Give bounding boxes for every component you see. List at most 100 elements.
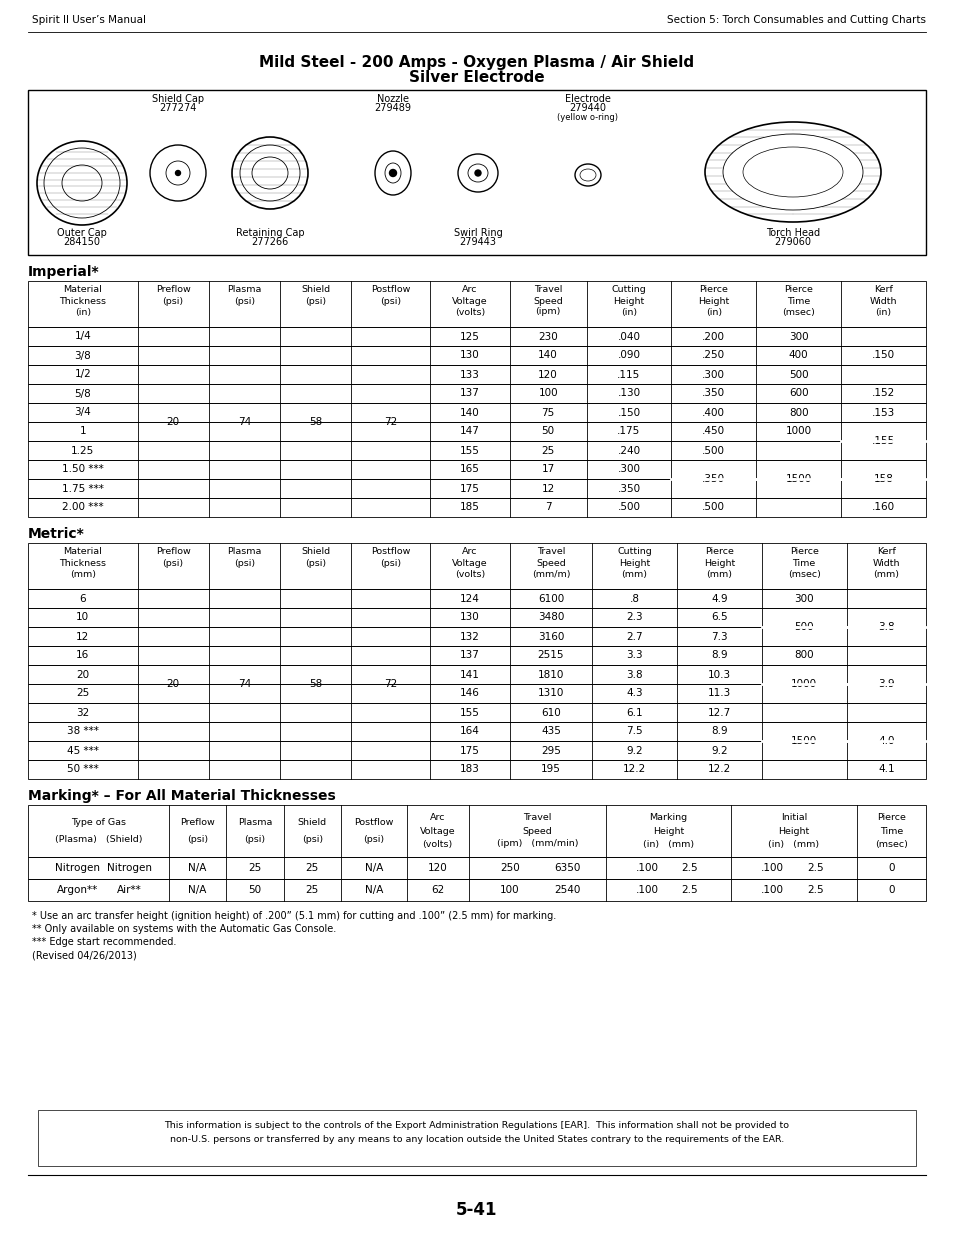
- Text: N/A: N/A: [188, 885, 207, 895]
- Text: 2540: 2540: [554, 885, 580, 895]
- Text: Initial: Initial: [781, 814, 806, 823]
- Text: Height: Height: [698, 296, 729, 305]
- Text: Height: Height: [653, 826, 683, 836]
- Text: 1500: 1500: [790, 736, 817, 746]
- Text: 132: 132: [459, 631, 479, 641]
- Text: 141: 141: [459, 669, 479, 679]
- Text: .160: .160: [871, 503, 894, 513]
- Text: .100: .100: [760, 863, 783, 873]
- Text: (mm): (mm): [872, 569, 899, 578]
- Text: * Use an arc transfer height (ignition height) of .200” (5.1 mm) for cutting and: * Use an arc transfer height (ignition h…: [32, 911, 556, 921]
- Text: Spirit II User’s Manual: Spirit II User’s Manual: [32, 15, 146, 25]
- Text: Postflow: Postflow: [354, 818, 393, 826]
- Text: 50: 50: [248, 885, 261, 895]
- Text: Pierce: Pierce: [704, 547, 733, 557]
- Text: 277266: 277266: [251, 237, 289, 247]
- Text: 147: 147: [459, 426, 479, 436]
- Text: 2.5: 2.5: [681, 863, 698, 873]
- Text: Time: Time: [786, 296, 809, 305]
- Text: Shield: Shield: [297, 818, 327, 826]
- Text: 6.5: 6.5: [710, 613, 727, 622]
- Text: Height: Height: [618, 558, 649, 568]
- Bar: [28, 346, 925, 366]
- Text: (psi): (psi): [305, 558, 326, 568]
- Text: Pierce: Pierce: [789, 547, 818, 557]
- Text: 3/4: 3/4: [74, 408, 91, 417]
- Text: 12.7: 12.7: [707, 708, 730, 718]
- Text: 2515: 2515: [537, 651, 563, 661]
- Text: N/A: N/A: [364, 863, 382, 873]
- Text: Shield: Shield: [300, 285, 330, 294]
- Text: .155: .155: [871, 436, 894, 446]
- Text: .150: .150: [871, 351, 894, 361]
- Text: Cutting: Cutting: [617, 547, 651, 557]
- Text: Thickness: Thickness: [59, 558, 106, 568]
- Text: 279060: 279060: [774, 237, 811, 247]
- Text: 8.9: 8.9: [710, 651, 727, 661]
- Text: 137: 137: [459, 651, 479, 661]
- Text: 1310: 1310: [537, 688, 563, 699]
- Text: Preflow: Preflow: [180, 818, 214, 826]
- Text: Nitrogen: Nitrogen: [107, 863, 152, 873]
- Bar: [28, 664, 925, 684]
- Text: Postflow: Postflow: [371, 547, 410, 557]
- Text: 133: 133: [459, 369, 479, 379]
- Bar: [28, 760, 925, 779]
- Text: 12.2: 12.2: [622, 764, 645, 774]
- Text: 0: 0: [887, 863, 894, 873]
- Bar: [28, 722, 925, 741]
- Text: .115: .115: [617, 369, 639, 379]
- Text: 1000: 1000: [785, 426, 811, 436]
- Text: Marking* – For All Material Thicknesses: Marking* – For All Material Thicknesses: [28, 789, 335, 803]
- Bar: [28, 608, 925, 627]
- Text: non-U.S. persons or transferred by any means to any location outside the United : non-U.S. persons or transferred by any m…: [170, 1135, 783, 1145]
- Text: .240: .240: [617, 446, 639, 456]
- Text: Arc: Arc: [430, 814, 445, 823]
- Text: 500: 500: [788, 369, 807, 379]
- Text: 279443: 279443: [459, 237, 496, 247]
- Text: .500: .500: [617, 503, 639, 513]
- Text: 6100: 6100: [537, 594, 563, 604]
- Bar: [28, 879, 925, 902]
- Text: 25: 25: [248, 863, 261, 873]
- Bar: [28, 543, 925, 589]
- Text: Time: Time: [879, 826, 902, 836]
- Text: 100: 100: [537, 389, 558, 399]
- Text: .300: .300: [617, 464, 639, 474]
- Text: (psi): (psi): [233, 558, 254, 568]
- Text: Height: Height: [703, 558, 734, 568]
- Text: 100: 100: [499, 885, 519, 895]
- Text: (in): (in): [875, 308, 891, 316]
- Text: 610: 610: [540, 708, 560, 718]
- Text: .400: .400: [701, 408, 724, 417]
- Text: (volts): (volts): [455, 308, 485, 316]
- Text: (yellow o-ring): (yellow o-ring): [557, 112, 618, 121]
- Text: 230: 230: [537, 331, 558, 342]
- Text: 25: 25: [76, 688, 90, 699]
- Text: Argon**: Argon**: [56, 885, 98, 895]
- Text: Height: Height: [613, 296, 644, 305]
- Text: .350: .350: [617, 483, 639, 494]
- Text: 1.75 ***: 1.75 ***: [62, 483, 104, 494]
- Text: (mm/m): (mm/m): [531, 569, 570, 578]
- Text: Swirl Ring: Swirl Ring: [453, 228, 502, 238]
- Text: Arc: Arc: [462, 285, 477, 294]
- Circle shape: [475, 170, 480, 177]
- Text: 58: 58: [309, 417, 322, 427]
- Text: Nozzle: Nozzle: [376, 94, 409, 104]
- Text: 12: 12: [541, 483, 555, 494]
- Text: Voltage: Voltage: [452, 296, 487, 305]
- Bar: [28, 90, 925, 254]
- Text: Mild Steel - 200 Amps - Oxygen Plasma / Air Shield: Mild Steel - 200 Amps - Oxygen Plasma / …: [259, 54, 694, 69]
- Bar: [28, 684, 925, 703]
- Text: 300: 300: [794, 594, 813, 604]
- Text: (psi): (psi): [233, 296, 254, 305]
- Text: This information is subject to the controls of the Export Administration Regulat: This information is subject to the contr…: [164, 1120, 789, 1130]
- Text: Speed: Speed: [522, 826, 552, 836]
- Text: .500: .500: [701, 503, 724, 513]
- Text: (in): (in): [74, 308, 91, 316]
- Text: .130: .130: [617, 389, 639, 399]
- Text: 140: 140: [459, 408, 479, 417]
- Text: Speed: Speed: [533, 296, 562, 305]
- Text: 1: 1: [79, 426, 86, 436]
